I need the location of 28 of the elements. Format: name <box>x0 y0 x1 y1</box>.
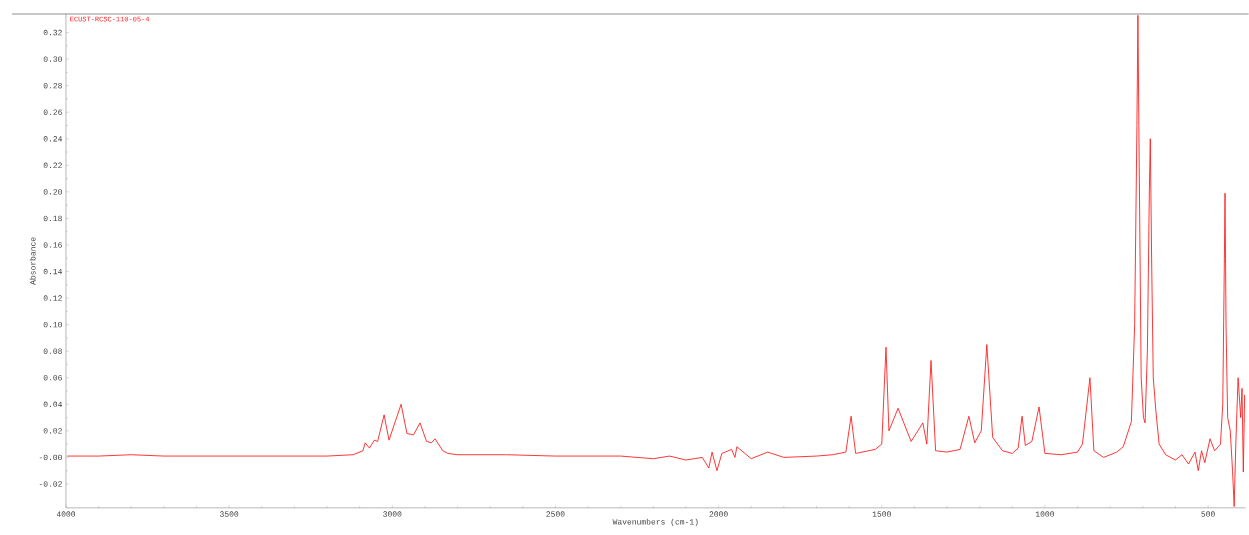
y-tick-label: 0.10 <box>43 322 62 328</box>
y-tick-label: 0.32 <box>43 29 62 36</box>
y-axis-title: Absorbance <box>29 237 36 285</box>
x-tick-label: 500 <box>1201 511 1215 517</box>
y-tick-label: 0.18 <box>43 215 62 222</box>
x-tick-label: 1500 <box>872 511 891 517</box>
x-tick-label: 3000 <box>383 511 402 517</box>
y-tick-label: -0.00 <box>39 454 62 461</box>
x-tick-label: 1000 <box>1035 511 1055 517</box>
x-tick-label: 4000 <box>56 511 76 517</box>
x-tick-label: 2000 <box>709 511 728 517</box>
x-tick-label: 3500 <box>220 511 239 517</box>
y-tick-label: 0.28 <box>43 83 62 89</box>
y-tick-label: 0.04 <box>43 401 63 408</box>
y-tick-label: 0.20 <box>43 189 62 195</box>
x-tick-label: 2500 <box>546 511 565 517</box>
y-tick-label: 0.16 <box>43 242 62 248</box>
y-tick-label: 0.08 <box>43 348 62 354</box>
y-tick-label: 0.14 <box>43 268 63 275</box>
y-tick-label: 0.24 <box>43 136 63 142</box>
y-tick-label: -0.02 <box>39 481 62 487</box>
y-tick-label: 0.30 <box>43 56 62 62</box>
y-tick-label: 0.12 <box>43 295 62 301</box>
y-tick-label: 0.22 <box>43 162 62 169</box>
y-tick-label: 0.26 <box>43 109 62 116</box>
y-tick-label: 0.06 <box>43 375 62 381</box>
x-axis-title: Wavenumbers (cm-1) <box>612 518 698 527</box>
y-tick-label: 0.02 <box>43 428 62 434</box>
